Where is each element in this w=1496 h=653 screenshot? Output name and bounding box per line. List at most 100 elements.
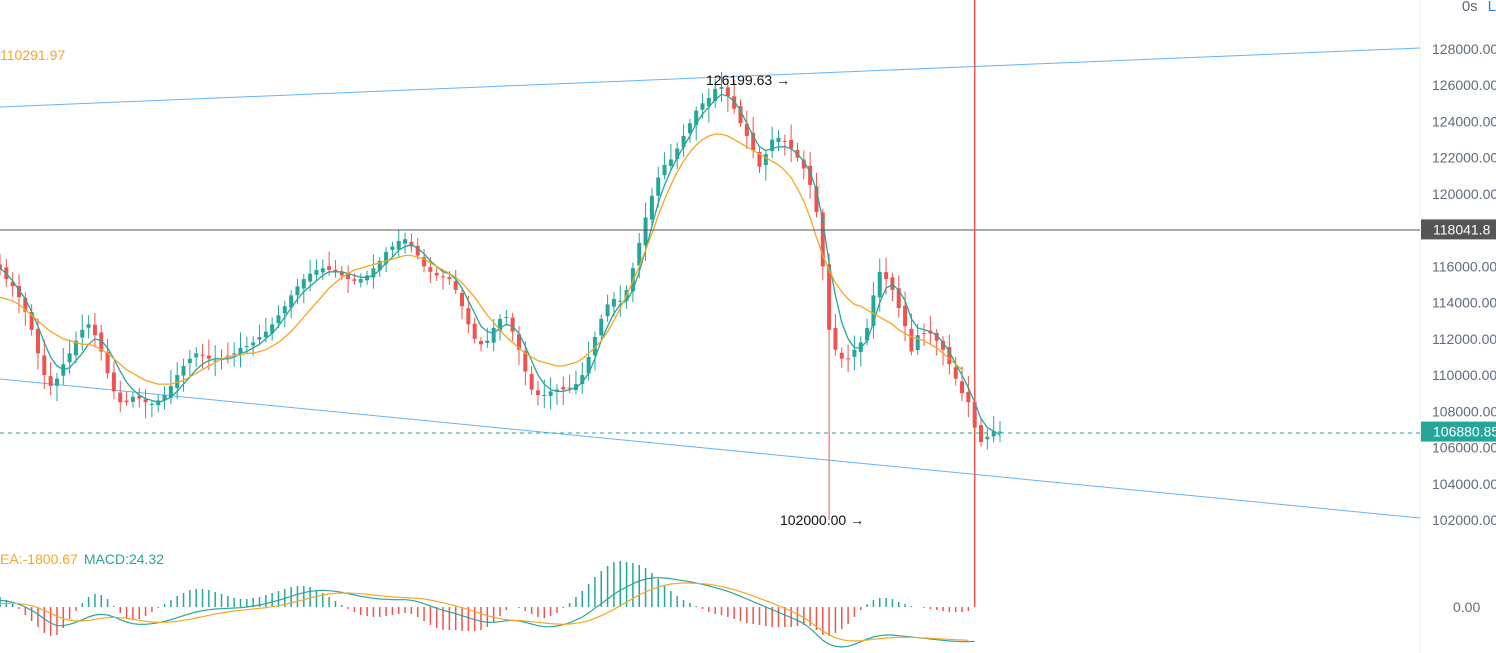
candle-body <box>700 103 705 110</box>
candle-body <box>415 245 420 256</box>
candle-body <box>738 106 743 124</box>
candle-body <box>453 281 458 290</box>
candle-body <box>213 360 218 362</box>
candle-body <box>491 327 496 343</box>
candle-body <box>181 366 186 376</box>
candle-body <box>10 281 15 287</box>
candle-body <box>567 387 572 389</box>
candle-body <box>529 374 534 390</box>
candle-body <box>194 353 199 358</box>
candle-body <box>276 315 281 324</box>
candle-body <box>535 390 540 396</box>
candle-body <box>257 337 262 340</box>
price-tick-label: 104000.00 <box>1432 476 1496 492</box>
candle-body <box>656 177 661 196</box>
candle-body <box>985 436 990 440</box>
candle-body <box>580 375 585 384</box>
candle-body <box>498 318 502 331</box>
price-axis[interactable]: 128000.00 126000.00 124000.00 122000.00 1200… <box>1421 41 1496 615</box>
candle-body <box>662 164 667 176</box>
price-tick-label: 110000.00 <box>1432 367 1496 383</box>
candle-body <box>118 392 123 403</box>
candle-body <box>548 391 553 396</box>
candle-body <box>149 404 154 406</box>
upper-trendline <box>0 47 1421 108</box>
candle-body <box>92 324 97 336</box>
candle-body <box>200 354 205 356</box>
candle-body <box>54 378 59 386</box>
price-tick-label: 114000.00 <box>1432 295 1496 311</box>
candle-body <box>896 288 901 309</box>
candle-body <box>0 264 2 271</box>
top-toolbar: 0s L <box>1462 0 1496 16</box>
candle-body <box>29 311 34 330</box>
macd-value: MACD:24.32 <box>83 551 164 567</box>
candle-body <box>561 386 566 390</box>
candle-body <box>953 367 958 379</box>
candle-body <box>808 165 813 185</box>
candle-body <box>947 347 952 365</box>
candle-body <box>238 347 243 354</box>
candle-body <box>966 391 971 403</box>
candle-body <box>725 87 730 97</box>
macd-panel <box>0 0 976 648</box>
candle-body <box>327 266 332 271</box>
price-tick-label: 126000.00 <box>1432 77 1496 93</box>
candle-body <box>251 342 256 346</box>
candle-body <box>320 268 325 273</box>
candle-body <box>877 271 882 298</box>
candle-body <box>903 305 908 327</box>
candle-body <box>434 272 439 276</box>
candle-body <box>384 251 389 264</box>
candle-body <box>649 195 654 220</box>
candle-body <box>428 267 433 272</box>
low-price-label: 102000.00 → <box>780 512 864 528</box>
candle-body <box>346 273 351 280</box>
candle-body <box>643 217 648 246</box>
trendlines[interactable] <box>0 47 1421 519</box>
candle-body <box>770 139 775 152</box>
candle-body <box>244 346 249 348</box>
price-tick-label: 108000.00 <box>1432 403 1496 419</box>
signal-line <box>0 582 969 642</box>
candle-body <box>137 395 142 399</box>
candle-body <box>143 399 148 403</box>
moving-average-lines <box>0 93 1001 436</box>
candle-body <box>263 331 268 338</box>
current-price-badge-bg <box>1421 421 1496 442</box>
candle-body <box>523 351 528 372</box>
candle-body <box>80 329 85 338</box>
candle-body <box>282 306 287 314</box>
candle-body <box>86 324 91 328</box>
link-glyph[interactable]: L <box>1487 0 1496 15</box>
candle-body <box>314 270 319 275</box>
candle-body <box>516 334 521 350</box>
price-tick-label: 102000.00 <box>1432 512 1496 528</box>
price-tick-label: 128000.00 <box>1432 41 1496 57</box>
candle-body <box>592 337 597 356</box>
candle-body <box>542 395 547 397</box>
candle-body <box>554 389 559 392</box>
candle-body <box>99 332 104 352</box>
candle-body <box>352 279 357 281</box>
lower-trendline <box>0 378 1421 519</box>
candle-body <box>206 355 211 359</box>
high-price-label: 126199.63 → <box>706 72 790 88</box>
price-annotations: 126199.63 → 102000.00 → <box>706 72 864 528</box>
candle-body <box>801 159 806 169</box>
candle-body <box>187 358 192 363</box>
candle-body <box>460 292 465 307</box>
candle-body <box>130 396 135 402</box>
candle-body <box>371 268 376 278</box>
candle-body <box>915 335 920 351</box>
candle-body <box>422 257 427 267</box>
candle-body <box>719 87 724 89</box>
candle-body <box>820 212 825 267</box>
price-tick-label: 122000.00 <box>1432 150 1496 166</box>
candle-body <box>48 376 53 386</box>
interval-label[interactable]: 0s <box>1461 0 1478 15</box>
candle-body <box>168 385 173 399</box>
candle-body <box>960 381 965 394</box>
candle-body <box>827 264 832 330</box>
